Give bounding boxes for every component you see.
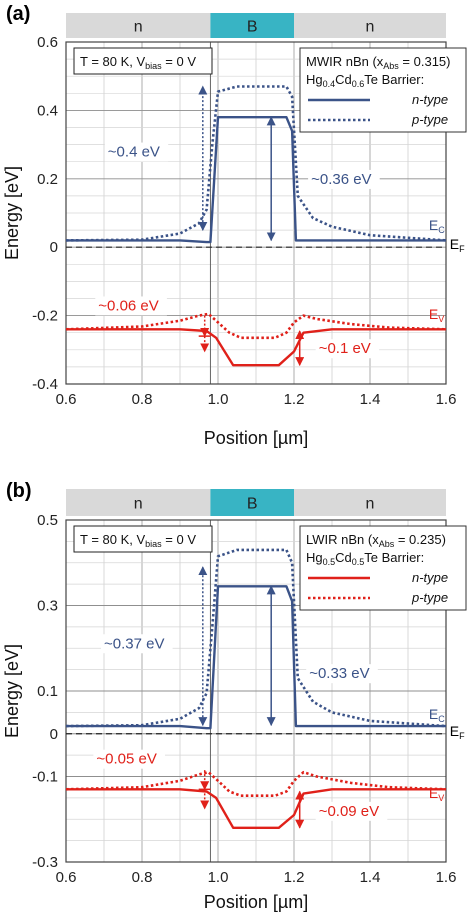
y-tick-label: 0.6 xyxy=(37,34,58,51)
band-label-ec: EC xyxy=(429,217,445,235)
x-tick-label: 0.8 xyxy=(132,391,153,408)
band-label-ef: EF xyxy=(450,723,465,741)
x-tick-label: 1.0 xyxy=(208,869,229,886)
legend-entry-label: p-type xyxy=(411,112,448,127)
y-tick-label: -0.2 xyxy=(32,308,58,325)
y-tick-label: 0.4 xyxy=(37,102,58,119)
legend-barrier-composition: Hg0.5Cd0.5Te Barrier: xyxy=(306,550,424,567)
y-tick-label: -0.4 xyxy=(32,376,58,393)
x-tick-label: 0.8 xyxy=(132,869,153,886)
y-tick-label: -0.1 xyxy=(32,769,58,786)
panel-label: (b) xyxy=(6,480,32,502)
annotation-bg xyxy=(306,664,378,684)
panel-label: (a) xyxy=(6,3,30,25)
legend-title: MWIR nBn (xAbs = 0.315) xyxy=(306,54,451,71)
annotation-bg xyxy=(315,801,388,821)
legend-entry-label: p-type xyxy=(411,590,448,605)
annotation-bg xyxy=(104,142,169,162)
energy-annotation: ~0.06 eV xyxy=(98,297,158,314)
legend: LWIR nBn (xAbs = 0.235)Hg0.5Cd0.5Te Barr… xyxy=(299,525,467,611)
legend-frame xyxy=(299,47,467,133)
series-line-ec-p-type xyxy=(65,85,447,242)
plot-frame xyxy=(65,519,447,863)
x-tick-label: 1.6 xyxy=(436,869,457,886)
x-tick-label: 0.6 xyxy=(56,391,77,408)
x-tick-label: 1.4 xyxy=(360,869,381,886)
energy-annotation: ~0.05 eV xyxy=(96,751,156,768)
band-label-ev: EV xyxy=(429,306,444,324)
series-line-ec-p-type xyxy=(65,548,447,728)
legend: MWIR nBn (xAbs = 0.315)Hg0.4Cd0.6Te Barr… xyxy=(299,47,467,133)
x-tick-label: 1.0 xyxy=(208,391,229,408)
x-axis-label: Position [µm] xyxy=(204,428,308,448)
condition-box: T = 80 K, Vbias = 0 V xyxy=(73,47,213,75)
y-tick-label: 0 xyxy=(50,726,58,743)
energy-annotation: ~0.33 eV xyxy=(309,665,369,682)
energy-annotation: ~0.4 eV xyxy=(108,144,160,161)
region-bar-n xyxy=(294,13,446,38)
energy-annotation: ~0.09 eV xyxy=(319,803,379,820)
series-line-ev-n-type xyxy=(66,788,446,829)
legend-entry-label: n-type xyxy=(412,570,448,585)
y-axis-label: Energy [eV] xyxy=(2,166,22,260)
y-axis-label: Energy [eV] xyxy=(2,644,22,738)
region-bar-b xyxy=(210,489,294,516)
energy-annotation: ~0.1 eV xyxy=(319,340,371,357)
band-label-ef: EF xyxy=(450,236,465,254)
x-tick-label: 1.2 xyxy=(284,869,305,886)
series-line-ec-n-type xyxy=(66,585,446,730)
x-axis-label: Position [µm] xyxy=(204,892,308,912)
band-label-ec: EC xyxy=(429,706,445,724)
region-bar-n xyxy=(66,13,211,38)
energy-annotation: ~0.36 eV xyxy=(311,171,371,188)
annotation-bg xyxy=(308,169,380,189)
series-line-ev-n-type xyxy=(66,328,446,367)
legend-barrier-composition: Hg0.4Cd0.6Te Barrier: xyxy=(306,72,424,89)
band-label-ev: EV xyxy=(429,785,444,803)
plot-frame xyxy=(65,41,447,385)
region-label: n xyxy=(134,496,143,513)
annotation-bg xyxy=(315,339,380,359)
x-tick-label: 0.6 xyxy=(56,869,77,886)
region-bar-b xyxy=(210,13,294,38)
y-tick-label: 0.1 xyxy=(37,683,58,700)
y-tick-label: 0 xyxy=(50,239,58,256)
legend-entry-label: n-type xyxy=(412,92,448,107)
y-tick-label: 0.5 xyxy=(37,512,58,529)
series-line-ev-p-type xyxy=(65,770,447,798)
condition-label: T = 80 K, Vbias = 0 V xyxy=(80,532,196,549)
x-tick-label: 1.2 xyxy=(284,391,305,408)
condition-box-frame xyxy=(73,47,213,75)
y-tick-label: -0.3 xyxy=(32,854,58,871)
annotation-bg xyxy=(101,634,173,654)
y-tick-label: 0.2 xyxy=(37,171,58,188)
series-line-ev-p-type xyxy=(65,312,447,340)
condition-box-frame xyxy=(73,525,213,553)
region-label: n xyxy=(366,496,375,513)
annotation-bg xyxy=(95,296,167,316)
region-bar-n xyxy=(294,489,446,516)
region-label: n xyxy=(134,19,143,36)
region-label: B xyxy=(247,19,258,36)
condition-box: T = 80 K, Vbias = 0 V xyxy=(73,525,213,553)
x-tick-label: 1.6 xyxy=(436,391,457,408)
x-tick-label: 1.4 xyxy=(360,391,381,408)
energy-annotation: ~0.37 eV xyxy=(104,635,164,652)
series-line-ec-n-type xyxy=(66,115,446,244)
legend-title: LWIR nBn (xAbs = 0.235) xyxy=(306,532,446,549)
region-bar-n xyxy=(66,489,211,516)
region-label: B xyxy=(247,496,258,513)
region-label: n xyxy=(366,19,375,36)
annotation-bg xyxy=(93,749,165,769)
y-tick-label: 0.3 xyxy=(37,598,58,615)
condition-label: T = 80 K, Vbias = 0 V xyxy=(80,54,196,71)
legend-frame xyxy=(299,525,467,611)
